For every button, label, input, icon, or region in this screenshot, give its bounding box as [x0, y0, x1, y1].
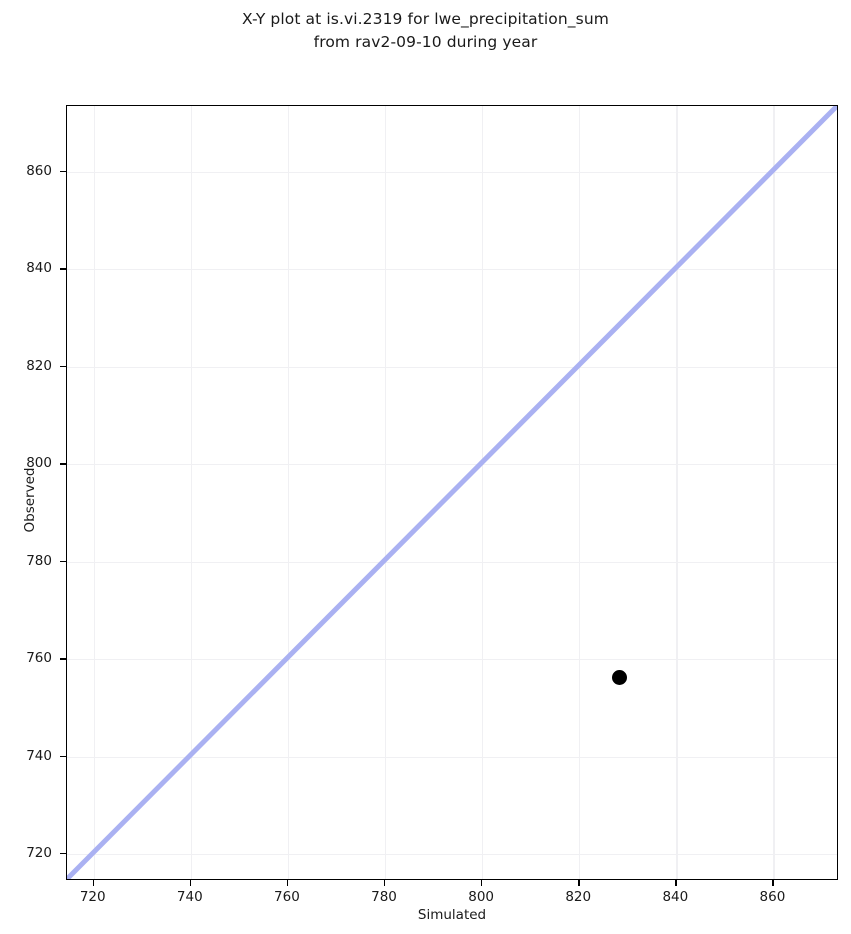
identity-line-svg	[67, 106, 837, 879]
y-tick-mark	[60, 463, 66, 465]
y-tick-label: 720	[26, 845, 52, 862]
gridline-vertical	[773, 106, 775, 879]
x-tick-mark	[92, 880, 94, 886]
gridline-vertical	[579, 106, 581, 879]
gridline-horizontal	[67, 756, 837, 758]
y-tick-label: 760	[26, 650, 52, 667]
gridline-horizontal	[67, 854, 837, 856]
one-to-one-line	[67, 106, 837, 879]
gridline-horizontal	[67, 171, 837, 173]
y-tick-label: 840	[26, 260, 52, 277]
x-axis-label: Simulated	[417, 907, 487, 923]
y-tick-mark	[60, 170, 66, 173]
y-tick-mark	[60, 560, 66, 563]
gridline-horizontal	[67, 366, 837, 368]
y-tick-mark	[60, 658, 66, 660]
x-tick-mark	[286, 880, 289, 886]
gridline-vertical	[93, 106, 95, 879]
y-tick-mark	[60, 268, 66, 270]
y-tick-mark	[60, 365, 66, 368]
x-tick-mark	[675, 880, 677, 886]
y-tick-label: 820	[26, 357, 52, 374]
x-tick-label: 740	[176, 889, 203, 905]
gridline-vertical	[482, 106, 484, 879]
x-tick-mark	[772, 880, 774, 886]
x-tick-label: 720	[79, 889, 106, 905]
x-tick-mark	[384, 880, 386, 886]
gridline-horizontal	[67, 659, 837, 661]
x-tick-label: 860	[759, 889, 786, 905]
y-tick-label: 740	[26, 747, 52, 764]
x-tick-label: 780	[371, 889, 397, 905]
chart-title: X-Y plot at is.vi.2319 for lwe_precipita…	[242, 10, 609, 51]
gridline-vertical	[676, 106, 678, 879]
plot-area[interactable]	[66, 105, 838, 880]
y-tick-mark	[60, 853, 66, 855]
x-tick-mark	[189, 880, 192, 886]
x-tick-label: 800	[468, 889, 495, 905]
gridline-horizontal	[67, 269, 837, 271]
gridline-horizontal	[67, 561, 837, 563]
y-axis-label: Observed	[22, 467, 38, 533]
gridline-horizontal	[67, 464, 837, 466]
y-tick-label: 780	[26, 552, 52, 569]
x-tick-label: 820	[565, 889, 592, 905]
x-tick-mark	[481, 880, 483, 886]
gridline-vertical	[190, 106, 192, 879]
y-tick-mark	[60, 755, 66, 757]
x-tick-label: 760	[274, 889, 300, 905]
y-tick-label: 800	[26, 455, 52, 472]
gridline-vertical	[385, 106, 387, 879]
x-tick-mark	[578, 880, 580, 886]
gridline-vertical	[287, 106, 290, 879]
y-tick-label: 860	[26, 162, 52, 179]
data-point[interactable]	[612, 669, 628, 685]
x-tick-label: 840	[662, 889, 689, 905]
